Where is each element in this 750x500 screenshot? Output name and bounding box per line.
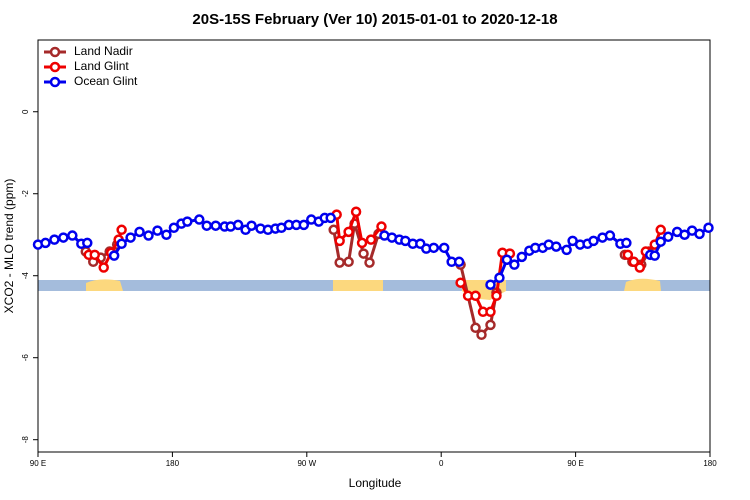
point (356, 237, 368, 249)
y-tick-label: 0 (21, 109, 30, 114)
point (453, 256, 465, 268)
point (550, 241, 562, 252)
point (494, 272, 505, 284)
point (98, 262, 109, 273)
point (655, 236, 666, 247)
point (365, 234, 377, 245)
point (588, 235, 599, 247)
point (89, 249, 100, 261)
point (628, 256, 640, 268)
point (634, 262, 646, 273)
legend-marker (49, 76, 61, 88)
point (485, 279, 496, 290)
point (455, 277, 466, 288)
y-tick-label: -2 (21, 190, 30, 198)
y-tick-label: -4 (21, 272, 30, 280)
point (325, 212, 336, 224)
point (350, 206, 362, 218)
point (246, 220, 257, 231)
x-tick-label: 180 (703, 459, 717, 468)
point (438, 242, 450, 254)
point (152, 225, 163, 236)
point (428, 242, 439, 254)
point (621, 237, 632, 249)
point (116, 238, 127, 249)
point (328, 224, 339, 236)
x-tick-label: 90 W (297, 459, 316, 468)
y-tick-label: -8 (21, 436, 30, 444)
x-tick-label: 180 (166, 459, 180, 468)
legend-label: Land Glint (74, 59, 129, 73)
point (125, 232, 136, 243)
point (655, 224, 666, 236)
point (334, 257, 345, 268)
point (476, 329, 487, 341)
point (334, 235, 345, 247)
point (485, 306, 496, 318)
point (201, 220, 212, 231)
point (561, 244, 572, 256)
legend-label: Land Nadir (74, 44, 133, 58)
land-strip (333, 280, 383, 291)
point (182, 216, 193, 227)
point (343, 256, 354, 268)
y-tick-label: -6 (21, 354, 30, 362)
point (364, 257, 375, 268)
point (649, 250, 660, 261)
point (679, 229, 690, 240)
point (298, 219, 310, 231)
land-strip (86, 279, 123, 291)
point (516, 251, 528, 263)
point (703, 222, 714, 234)
y-axis-label: XCO2 - MLO trend (ppm) (2, 179, 16, 314)
point (134, 226, 145, 238)
point (161, 229, 172, 240)
point (108, 250, 120, 261)
point (116, 224, 127, 236)
point (358, 248, 369, 259)
point (143, 230, 154, 241)
point (49, 234, 60, 245)
point (58, 232, 69, 243)
chart-title: 20S-15S February (Ver 10) 2015-01-01 to … (192, 11, 557, 28)
x-axis-label: Longitude (349, 476, 402, 490)
point (501, 254, 513, 265)
point (67, 230, 78, 241)
point (662, 231, 674, 243)
point (509, 259, 520, 270)
x-tick-label: 90 E (30, 459, 46, 468)
land-strip (624, 278, 661, 291)
legend-marker (49, 61, 61, 73)
surface-strip (38, 278, 710, 300)
x-tick-label: 0 (439, 459, 444, 468)
point (470, 322, 481, 334)
point (210, 220, 221, 231)
point (194, 214, 205, 225)
point (604, 230, 616, 241)
point (232, 219, 244, 231)
x-tick-label: 90 E (567, 459, 583, 468)
legend-label: Ocean Glint (74, 74, 138, 88)
point (82, 237, 93, 249)
legend-marker (49, 46, 61, 58)
point (694, 228, 705, 240)
point (485, 319, 496, 331)
point (470, 290, 481, 302)
point (491, 290, 502, 302)
point (376, 221, 387, 232)
point (168, 222, 180, 234)
point (622, 249, 634, 261)
point (343, 226, 354, 238)
point (40, 237, 51, 249)
